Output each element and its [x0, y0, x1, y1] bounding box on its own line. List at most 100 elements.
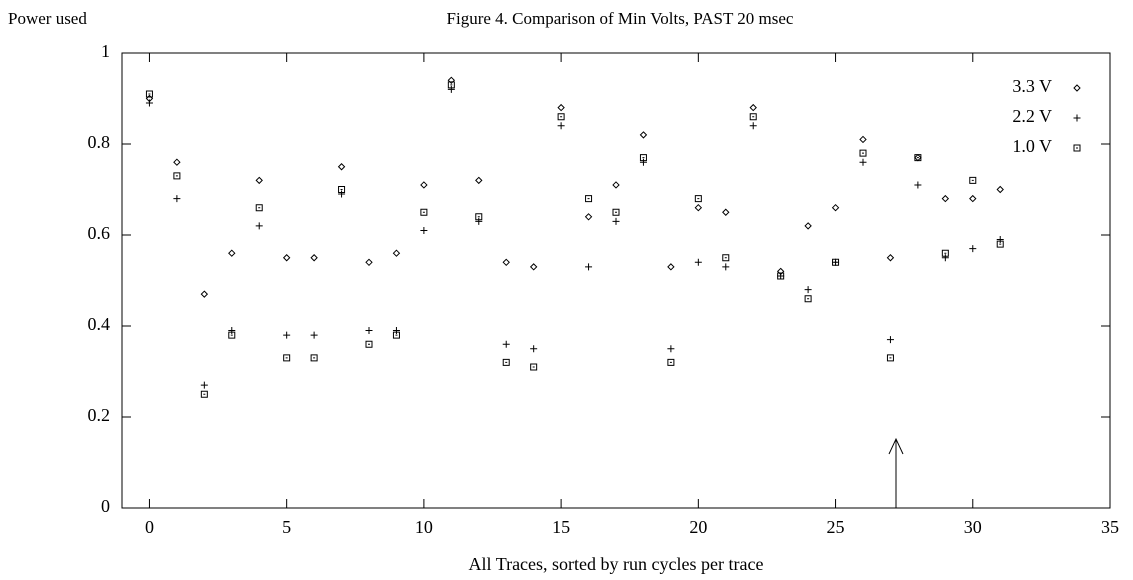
point — [200, 381, 208, 389]
arrow-head — [888, 437, 904, 455]
x-tick-label: 10 — [415, 517, 433, 537]
point — [200, 290, 209, 298]
point — [392, 327, 400, 335]
plot-frame — [121, 52, 1111, 509]
x-tick-label: 5 — [282, 517, 291, 537]
y-tick-label: 0.2 — [88, 405, 111, 425]
point — [886, 336, 894, 344]
point — [365, 327, 373, 335]
point — [173, 195, 181, 203]
point — [173, 158, 181, 166]
point — [392, 331, 400, 339]
point — [557, 113, 565, 121]
point — [996, 236, 1004, 244]
x-axis-label: All Traces, sorted by run cycles per tra… — [469, 554, 764, 574]
x-tick-label: 25 — [827, 517, 845, 537]
point — [667, 345, 675, 353]
point — [722, 254, 730, 262]
point — [996, 240, 1004, 248]
point — [941, 194, 950, 203]
point — [859, 135, 867, 144]
point — [502, 258, 510, 267]
point — [585, 195, 593, 203]
x-tick-label: 20 — [689, 517, 707, 537]
point — [282, 254, 291, 262]
point — [228, 327, 236, 335]
point — [447, 85, 455, 93]
point — [502, 358, 510, 366]
point — [694, 195, 702, 203]
legend-marker — [1073, 84, 1081, 92]
legend-label: 1.0 V — [1012, 136, 1052, 156]
y-tick-label: 0 — [101, 496, 110, 516]
point — [338, 186, 346, 193]
point — [475, 217, 483, 225]
point — [969, 245, 977, 253]
point — [831, 203, 840, 212]
point — [338, 190, 346, 198]
point — [886, 354, 894, 362]
point — [557, 103, 565, 112]
point — [749, 103, 757, 112]
point — [557, 122, 565, 130]
point — [941, 254, 949, 262]
point — [694, 203, 703, 212]
point — [639, 131, 648, 139]
series — [145, 76, 1004, 298]
point — [392, 249, 401, 257]
point — [914, 154, 922, 162]
point — [310, 331, 318, 339]
x-tick-label: 30 — [964, 517, 982, 537]
point — [859, 149, 867, 157]
point — [585, 263, 593, 271]
point — [283, 331, 291, 339]
legend-label: 2.2 V — [1012, 106, 1052, 126]
point — [530, 363, 538, 371]
point — [886, 254, 895, 262]
chart-title: Figure 4. Comparison of Min Volts, PAST … — [447, 9, 794, 28]
point — [365, 258, 373, 267]
point — [749, 122, 757, 130]
legend-marker — [1073, 144, 1081, 152]
point — [722, 208, 730, 216]
point — [337, 163, 346, 171]
point — [667, 358, 675, 366]
point — [639, 154, 647, 162]
point — [365, 340, 373, 348]
y-axis-label: Power used — [8, 9, 87, 28]
legend-label: 3.3 V — [1012, 76, 1052, 96]
point — [255, 222, 263, 230]
point — [777, 272, 785, 280]
point — [145, 99, 153, 107]
x-tick-label: 0 — [145, 517, 154, 537]
point — [804, 286, 812, 294]
point — [530, 345, 538, 353]
point — [310, 354, 318, 362]
point — [859, 158, 867, 166]
point — [969, 194, 977, 203]
point — [584, 213, 593, 221]
point — [667, 263, 675, 271]
point — [996, 185, 1004, 194]
point — [804, 295, 812, 303]
point — [639, 158, 647, 166]
point — [447, 81, 455, 89]
point — [475, 176, 483, 185]
point — [749, 113, 757, 121]
point — [447, 76, 456, 85]
y-tick-label: 0.4 — [88, 314, 111, 334]
y-tick-label: 0.6 — [88, 223, 111, 243]
point — [228, 249, 236, 257]
x-tick-label: 15 — [552, 517, 570, 537]
point — [173, 172, 181, 180]
point — [612, 208, 620, 216]
point — [502, 340, 510, 348]
point — [941, 249, 949, 257]
series — [145, 81, 1004, 398]
point — [804, 222, 812, 230]
point — [612, 217, 620, 225]
point — [228, 331, 236, 339]
point — [612, 181, 620, 189]
point — [255, 204, 263, 212]
legend-marker — [1073, 114, 1081, 122]
